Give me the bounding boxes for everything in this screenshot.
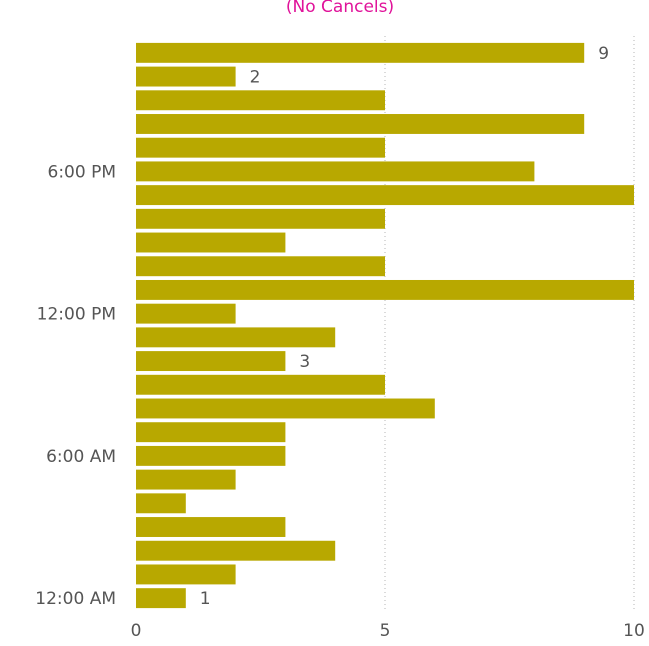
- chart-subtitle: (No Cancels): [286, 0, 394, 17]
- bar-8[interactable]: [136, 398, 435, 419]
- bar-11[interactable]: [136, 327, 336, 348]
- bar-3[interactable]: [136, 517, 286, 537]
- bar-9[interactable]: [136, 374, 385, 395]
- x-axis: 0 5 10: [131, 621, 645, 641]
- bar-0[interactable]: [136, 588, 186, 609]
- bar-23[interactable]: [136, 42, 585, 63]
- data-labels: 1 3 2 9: [200, 44, 609, 609]
- bar-1[interactable]: [136, 564, 236, 585]
- bar-2[interactable]: [136, 540, 336, 561]
- bar-13[interactable]: [136, 279, 634, 300]
- x-tick-1: 5: [380, 621, 391, 641]
- bar-6[interactable]: [136, 445, 286, 466]
- y-tick-1: 6:00 AM: [46, 447, 116, 467]
- y-tick-3: 6:00 PM: [48, 162, 117, 182]
- bar-22[interactable]: [136, 66, 236, 87]
- bar-16[interactable]: [136, 208, 385, 229]
- y-axis: 12:00 AM 6:00 AM 12:00 PM 6:00 PM: [35, 162, 116, 609]
- bars: [136, 42, 634, 609]
- data-label-0: 1: [200, 589, 211, 609]
- y-tick-2: 12:00 PM: [37, 305, 116, 325]
- x-tick-0: 0: [131, 621, 142, 641]
- bar-4[interactable]: [136, 493, 186, 514]
- bar-7[interactable]: [136, 422, 286, 443]
- data-label-10: 3: [299, 352, 310, 372]
- y-tick-0: 12:00 AM: [35, 589, 116, 609]
- bar-14[interactable]: [136, 256, 385, 277]
- data-label-23: 9: [598, 44, 609, 64]
- bar-18[interactable]: [136, 161, 535, 182]
- bar-5[interactable]: [136, 469, 236, 490]
- data-label-22: 2: [250, 68, 261, 88]
- bar-19[interactable]: [136, 137, 385, 158]
- bar-21[interactable]: [136, 90, 385, 111]
- bar-12[interactable]: [136, 303, 236, 324]
- bar-17[interactable]: [136, 185, 634, 206]
- x-tick-2: 10: [623, 621, 645, 641]
- bar-10[interactable]: [136, 351, 286, 372]
- bar-20[interactable]: [136, 114, 585, 134]
- bar-15[interactable]: [136, 232, 286, 253]
